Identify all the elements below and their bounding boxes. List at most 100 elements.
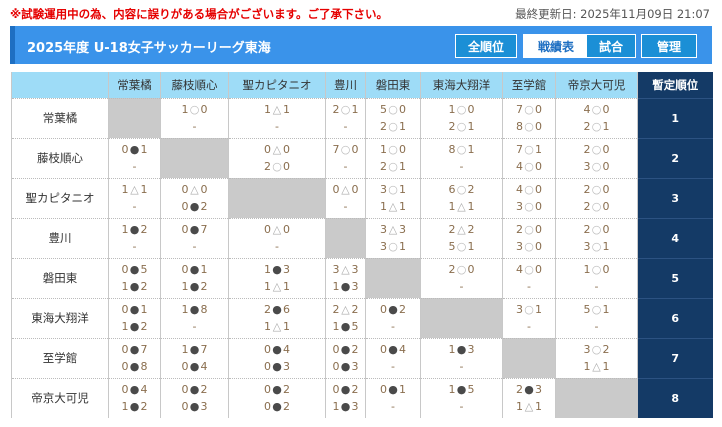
- team-name: 常葉橘: [11, 97, 109, 138]
- loss-icon: ●: [272, 263, 282, 276]
- match-result: 8○0: [516, 120, 542, 133]
- win-icon: ○: [591, 303, 602, 316]
- match-result: 4○0: [583, 103, 610, 116]
- match-result: 0 △ 0: [264, 143, 290, 156]
- loss-icon: ●: [129, 343, 140, 356]
- draw-icon: △: [130, 183, 139, 196]
- result-cell: 0●1 1●2: [108, 297, 161, 338]
- result-cell: 2 △ 2 5○1: [420, 217, 503, 258]
- loss-icon: ●: [388, 303, 398, 316]
- match-result: 1 △ 1: [264, 103, 290, 116]
- match-result: 0●3: [332, 360, 359, 373]
- loss-icon: ●: [340, 280, 351, 293]
- loss-icon: ●: [129, 320, 140, 333]
- match-result: 0●5: [121, 263, 148, 276]
- match-result: 2●3: [516, 383, 542, 397]
- result-cell: 1 △ 1 -: [228, 97, 326, 138]
- nav-button-2[interactable]: 試合: [586, 34, 636, 58]
- match-result: 2○1: [448, 120, 475, 133]
- result-cell: 3○1 -: [502, 297, 556, 338]
- loss-icon: ●: [189, 343, 200, 356]
- match-result: 1○0: [583, 263, 610, 276]
- match-result: 0●2: [181, 200, 208, 213]
- win-icon: ○: [524, 120, 534, 133]
- self-cell: [325, 217, 366, 258]
- loss-icon: ●: [272, 303, 282, 316]
- match-result: 1●2: [121, 320, 148, 333]
- result-cell: 1○0 2○1: [365, 137, 421, 178]
- match-result: -: [192, 320, 197, 333]
- win-icon: ○: [524, 103, 534, 116]
- result-cell: 8○1 -: [420, 137, 503, 178]
- rank-cell: 7: [637, 337, 713, 378]
- win-icon: ○: [524, 303, 534, 316]
- match-result: 2 △ 2: [448, 223, 475, 236]
- match-result: 2○0: [448, 263, 475, 276]
- result-cell: 0●2 0●2: [228, 377, 326, 418]
- win-icon: ○: [524, 240, 534, 253]
- win-icon: ○: [456, 263, 467, 276]
- match-result: 1●2: [121, 223, 148, 236]
- self-cell: [365, 257, 421, 298]
- match-result: 1 △ 1: [448, 200, 475, 213]
- nav-button-1[interactable]: 戦績表: [523, 34, 589, 58]
- match-result: 4○0: [516, 160, 542, 173]
- draw-icon: △: [592, 360, 601, 373]
- column-header: 藤枝順心: [160, 72, 229, 98]
- match-result: 1○0: [448, 103, 475, 116]
- win-icon: ○: [591, 240, 602, 253]
- column-header: 常葉橘: [108, 72, 161, 98]
- match-result: 1●5: [448, 383, 475, 397]
- match-result: -: [275, 120, 279, 133]
- match-result: 0●4: [181, 360, 208, 373]
- draw-icon: △: [457, 223, 466, 236]
- match-result: 0●3: [264, 360, 290, 373]
- loss-icon: ●: [340, 360, 351, 373]
- self-cell: [228, 177, 326, 218]
- match-result: 0●8: [121, 360, 148, 373]
- match-result: 2○0: [264, 160, 290, 173]
- draw-icon: △: [272, 320, 282, 333]
- win-icon: ○: [340, 143, 351, 156]
- match-result: 1●7: [181, 343, 208, 356]
- column-header: 東海大翔洋: [420, 72, 503, 98]
- result-cell: 0 △ 0 0●2: [160, 177, 229, 218]
- result-cell: 7○0 -: [325, 137, 366, 178]
- draw-icon: △: [388, 200, 398, 213]
- draw-icon: △: [341, 183, 350, 196]
- loss-icon: ●: [129, 303, 140, 316]
- nav-button-0[interactable]: 全順位: [455, 34, 517, 58]
- draw-icon: △: [457, 200, 466, 213]
- result-cell: 0●1 -: [108, 137, 161, 178]
- match-result: 0●2: [332, 343, 359, 356]
- match-result: 2○0: [583, 200, 610, 213]
- result-cell: 1 △ 1 -: [108, 177, 161, 218]
- loss-icon: ●: [129, 280, 140, 293]
- match-result: 3○1: [516, 303, 542, 316]
- draw-icon: △: [190, 183, 199, 196]
- match-result: 1●3: [332, 280, 359, 293]
- result-cell: 4○0 -: [502, 257, 556, 298]
- win-icon: ○: [524, 200, 534, 213]
- loss-icon: ●: [129, 400, 140, 414]
- nav-button-3[interactable]: 管理: [641, 34, 697, 58]
- loss-icon: ●: [189, 223, 200, 236]
- loss-icon: ●: [456, 343, 467, 356]
- win-icon: ○: [456, 103, 467, 116]
- match-result: 0 △ 0: [181, 183, 208, 196]
- match-result: 0●3: [181, 400, 208, 414]
- loss-icon: ●: [129, 360, 140, 373]
- win-icon: ○: [524, 223, 534, 236]
- match-result: 2○0: [516, 223, 542, 236]
- win-icon: ○: [591, 223, 602, 236]
- loss-icon: ●: [272, 383, 282, 397]
- match-result: 1 △ 1: [121, 183, 148, 196]
- win-icon: ○: [591, 160, 602, 173]
- result-cell: 1○0 -: [555, 257, 638, 298]
- match-result: 1●2: [121, 400, 148, 414]
- team-name: 豊川: [11, 217, 109, 258]
- table-row: 豊川 1●2 - 0●7 - 0 △ 0 - 3 △ 3 3○1 2 △ 2 5○1 2○0 3○0 2○0 3○1 4: [11, 217, 713, 258]
- result-cell: 0●1 -: [365, 377, 421, 418]
- result-cell: 0●2 0●3: [160, 377, 229, 418]
- match-result: -: [594, 280, 599, 293]
